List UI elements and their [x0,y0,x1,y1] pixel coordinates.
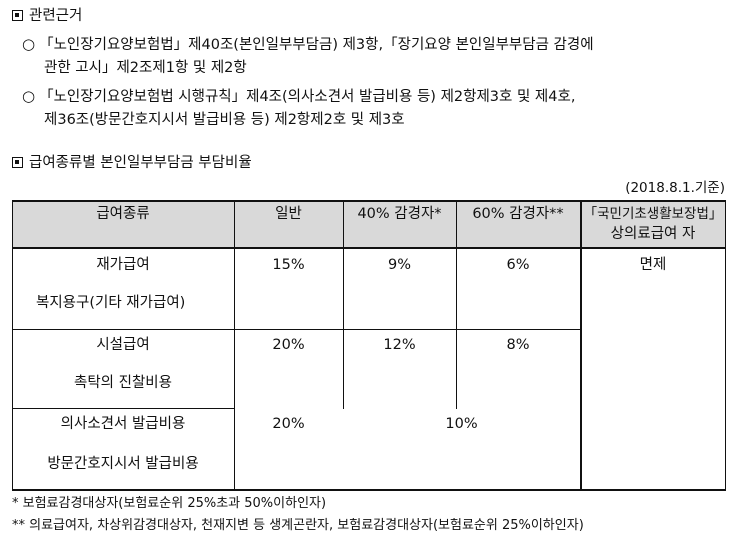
section-heading-ratio: 급여종류별 본인일부부담금 부담비율 [12,153,252,173]
basis-text: 「노인장기요양보험법」제40조(본인일부부담금) 제3항,「장기요양 본인일부부… [39,37,594,53]
section-heading-basis: 관련근거 [12,6,82,26]
basis-text: 「노인장기요양보험법 시행규칙」제4조(의사소견서 발급비용 등) 제2항제3호… [39,89,576,105]
row-home-care-label: 재가급여 [96,257,150,273]
basis-item-1-line2: 관한 고시」제2조제1항 및 제2항 [44,60,247,76]
row1-60-value: 6% [506,257,530,273]
basis-item-2-line1: ○ 「노인장기요양보험법 시행규칙」제4조(의사소견서 발급비용 등) 제2항제3… [22,86,575,107]
row2-60-value: 8% [506,337,530,353]
row-doctor-opinion-label: 의사소견서 발급비용 [60,416,186,432]
row2-general-value: 20% [272,337,305,353]
reference-date: (2018.8.1.기준) [625,180,725,196]
row-facility-care-label: 시설급여 [96,337,150,353]
header-general: 일반 [275,206,302,222]
row3-general-value: 20% [272,416,305,432]
row3-reduced-merged-value: 10% [445,416,478,432]
table-header-background [12,200,726,248]
square-bullet-icon [12,157,23,168]
row-visiting-nurse-label: 방문간호지시서 발급비용 [47,456,199,472]
exempt-value: 면제 [639,257,667,273]
section-title: 관련근거 [29,8,83,24]
footnote-2: ** 의료급여자, 차상위감경대상자, 천재지변 등 생계곤란자, 보험료감경대… [12,518,584,533]
circle-bullet-icon: ○ [22,35,36,53]
row-welfare-equipment-label: 복지용구(기타 재가급여) [36,295,186,311]
basis-item-2-line2: 제36조(방문간호지시서 발급비용 등) 제2항제2호 및 제3호 [44,112,405,128]
header-benefit-type: 급여종류 [96,206,150,222]
footnote-1: * 보험료감경대상자(보험료순위 25%초과 50%이하인자) [12,496,327,511]
row-contract-doctor-label: 촉탁의 진찰비용 [74,375,172,391]
section-title: 급여종류별 본인일부부담금 부담비율 [29,155,252,171]
row1-40-value: 9% [387,257,411,273]
row1-general-value: 15% [272,257,305,273]
basis-item-1-line1: ○ 「노인장기요양보험법」제40조(본인일부부담금) 제3항,「장기요양 본인일부… [22,34,594,55]
header-medical-aid-line2: 상의료급여 자 [610,226,696,242]
row2-40-value: 12% [383,337,416,353]
circle-bullet-icon: ○ [22,87,36,105]
square-bullet-icon [12,10,23,21]
header-60-reduced: 60% 감경자** [472,206,564,222]
header-40-reduced: 40% 감경자* [357,206,442,222]
header-medical-aid-line1: 「국민기초생활보장법」 [583,206,723,222]
